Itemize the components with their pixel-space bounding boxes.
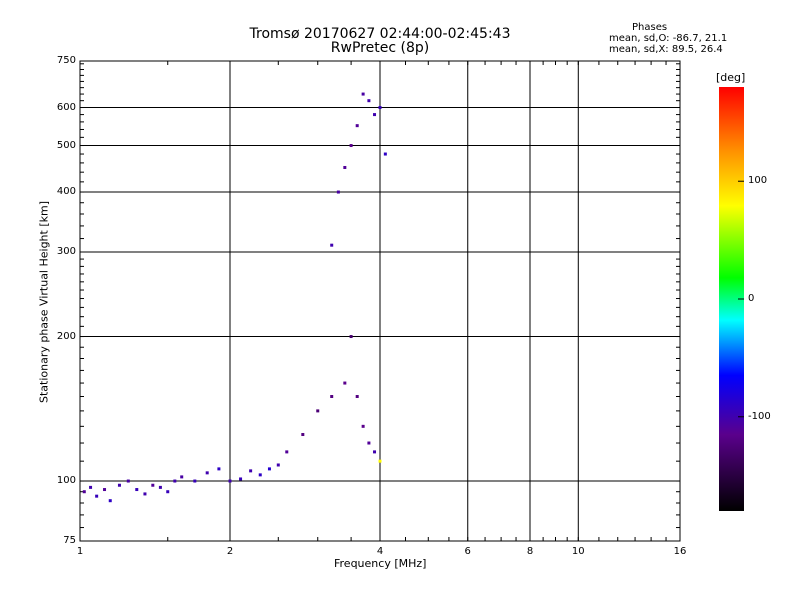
data-point [361, 424, 365, 428]
stats-o-mode: mean, sd,O: -86.7, 21.1 [609, 33, 728, 44]
data-point [316, 409, 320, 413]
data-point [349, 335, 353, 339]
data-point [108, 499, 112, 503]
data-point [343, 381, 347, 385]
data-point [180, 475, 184, 479]
data-point [267, 467, 271, 471]
y-tick-label: 500 [56, 139, 76, 151]
data-point [117, 483, 121, 487]
data-point [95, 494, 99, 498]
data-point [193, 479, 197, 483]
data-point [82, 490, 86, 494]
data-point [330, 243, 334, 247]
colorbar-unit-label: [deg] [716, 71, 746, 84]
data-point [378, 106, 382, 110]
y-tick-label: 750 [56, 55, 76, 66]
axis-ticks [79, 61, 681, 541]
data-point [330, 395, 334, 399]
x-tick-label: 2 [226, 546, 234, 557]
y-tick-label: 200 [56, 330, 76, 342]
data-point [258, 473, 262, 477]
data-point [367, 99, 371, 103]
data-point [355, 124, 359, 128]
y-tick-label: 100 [56, 475, 76, 487]
x-tick-label: 10 [571, 546, 585, 557]
data-point [301, 433, 305, 437]
data-point [239, 477, 243, 481]
data-point [135, 488, 139, 492]
colorbar-ticks [738, 180, 744, 418]
chart-subtitle: RwPretec (8p) [330, 40, 430, 56]
y-axis-title: Stationary phase Virtual Height [km] [37, 200, 51, 404]
colorbar-tick-label: 0 [748, 293, 755, 304]
data-point [228, 479, 232, 483]
data-point [205, 471, 209, 475]
colorbar-tick-label: 100 [748, 175, 768, 187]
data-point [89, 485, 93, 489]
x-tick-label: 6 [464, 546, 471, 557]
x-tick-label: 8 [526, 546, 534, 557]
data-point [361, 92, 365, 96]
data-point [276, 463, 280, 467]
data-points [82, 92, 387, 503]
data-point [285, 450, 289, 454]
x-tick-label: 16 [673, 546, 687, 557]
data-point [349, 144, 353, 148]
data-point [378, 459, 382, 463]
x-tick-label: 1 [76, 546, 84, 557]
x-tick-label: 4 [376, 546, 384, 557]
data-point [249, 469, 253, 473]
data-point [126, 479, 130, 483]
data-point [383, 152, 387, 156]
data-point [343, 165, 347, 169]
data-point [373, 450, 377, 454]
data-point [166, 490, 170, 494]
data-point [373, 113, 377, 117]
x-axis-title: Frequency [MHz] [334, 557, 427, 570]
grid-lines [80, 61, 680, 541]
data-point [173, 479, 177, 483]
chart-title: Tromsø 20170627 02:44:00-02:45:43 [249, 26, 511, 42]
data-point [103, 488, 107, 492]
y-tick-label: 400 [56, 186, 76, 198]
data-point [143, 492, 147, 496]
y-tick-label: 600 [56, 101, 76, 113]
y-tick-label: 300 [56, 246, 76, 257]
data-point [336, 190, 340, 194]
colorbar-tick-label: -100 [748, 410, 771, 422]
data-point [367, 441, 371, 445]
data-point [151, 483, 155, 487]
data-point [355, 395, 359, 399]
data-point [217, 467, 221, 471]
y-tick-label: 75 [63, 535, 76, 546]
stats-heading: Phases [632, 22, 668, 33]
data-point [158, 485, 162, 489]
stats-x-mode: mean, sd,X: 89.5, 26.4 [609, 44, 723, 55]
